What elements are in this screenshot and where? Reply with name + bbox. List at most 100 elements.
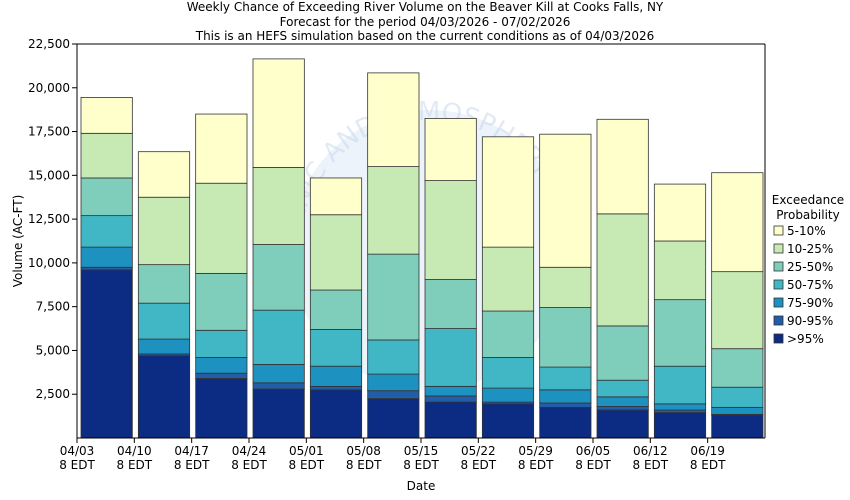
bar-segment-25-50pct xyxy=(367,253,420,341)
y-tick-label: 5,000 xyxy=(36,343,70,357)
bar-segment-25-50pct xyxy=(653,299,707,367)
bar-segment-75-90pct xyxy=(195,357,248,374)
axes: 2,500 5,000 7,500 10,000 12,500 15,000 17,500 2… xyxy=(11,37,766,493)
bar-segment-75-90pct xyxy=(653,403,707,411)
bar-segment-gt95pct xyxy=(309,389,363,439)
x-tick-label-time: 8 EDT xyxy=(690,458,726,472)
x-tick-label-time: 8 EDT xyxy=(461,458,497,472)
bar-segment-5-10pct xyxy=(711,172,764,273)
y-tick-label: 17,500 xyxy=(28,125,70,139)
bar-segment-5-10pct xyxy=(481,136,535,248)
y-tick-label: 15,000 xyxy=(28,168,70,182)
bar-segment-50-75pct xyxy=(367,339,420,375)
bar-segment-50-75pct xyxy=(711,386,764,408)
bar-week-06-19 xyxy=(711,172,764,439)
x-tick-label-time: 8 EDT xyxy=(518,458,554,472)
bar-segment-5-10pct xyxy=(367,72,420,167)
bar-segment-gt95pct xyxy=(653,412,707,439)
bar-week-05-08 xyxy=(367,72,420,439)
bar-week-04-17 xyxy=(195,113,248,439)
x-tick-label-time: 8 EDT xyxy=(174,458,210,472)
bar-week-06-05 xyxy=(596,118,649,439)
bar-week-05-15 xyxy=(424,118,477,439)
bar-segment-90-95pct xyxy=(539,402,592,408)
bar-segment-10-25pct xyxy=(309,214,363,291)
legend-label: 50-75% xyxy=(787,278,833,292)
bar-segment-10-25pct xyxy=(711,271,764,350)
bar-segment-gt95pct xyxy=(80,269,133,439)
y-tick-label: 20,000 xyxy=(28,81,70,95)
x-tick-label-date: 06/05 xyxy=(576,444,611,458)
x-tick-label-date: 05/08 xyxy=(346,444,381,458)
bar-segment-25-50pct xyxy=(80,177,133,217)
bar-segment-5-10pct xyxy=(195,113,248,184)
x-tick-label-date: 05/29 xyxy=(518,444,553,458)
bar-week-04-10 xyxy=(137,151,191,439)
x-tick-label-date: 04/03 xyxy=(60,444,95,458)
bar-segment-75-90pct xyxy=(309,365,363,387)
bar-week-05-22 xyxy=(481,136,535,439)
bar-segment-90-95pct xyxy=(424,395,477,403)
bar-segment-75-90pct xyxy=(80,246,133,268)
bar-segment-50-75pct xyxy=(252,309,305,365)
bar-segment-50-75pct xyxy=(137,302,191,340)
bar-segment-5-10pct xyxy=(596,118,649,215)
bar-segment-75-90pct xyxy=(424,385,477,397)
y-tick-label: 22,500 xyxy=(28,37,70,51)
legend-title: Probability xyxy=(776,208,839,222)
x-tick-label-date: 04/10 xyxy=(117,444,152,458)
bar-segment-5-10pct xyxy=(539,133,592,268)
bar-segment-gt95pct xyxy=(367,398,420,439)
x-tick-label-time: 8 EDT xyxy=(403,458,439,472)
legend-label: 25-50% xyxy=(787,260,833,274)
bar-segment-gt95pct xyxy=(711,414,764,439)
bar-segment-50-75pct xyxy=(424,328,477,387)
x-tick-label-time: 8 EDT xyxy=(231,458,267,472)
y-tick-label: 7,500 xyxy=(36,300,70,314)
x-tick-label-time: 8 EDT xyxy=(289,458,325,472)
bar-segment-10-25pct xyxy=(80,132,133,179)
legend-title: Exceedance xyxy=(772,193,844,207)
x-tick-label-time: 8 EDT xyxy=(117,458,153,472)
x-tick-label-time: 8 EDT xyxy=(346,458,382,472)
bar-segment-gt95pct xyxy=(252,388,305,439)
x-tick-label-time: 8 EDT xyxy=(575,458,611,472)
bar-segment-25-50pct xyxy=(539,307,592,368)
x-tick-label-date: 05/01 xyxy=(289,444,324,458)
bar-segment-10-25pct xyxy=(137,196,191,266)
bar-segment-90-95pct xyxy=(309,385,363,391)
bar-segment-10-25pct xyxy=(653,240,707,301)
bar-segment-25-50pct xyxy=(711,348,764,388)
bar-segment-75-90pct xyxy=(137,338,191,355)
bar-segment-5-10pct xyxy=(653,183,707,242)
legend-swatch xyxy=(773,225,784,236)
legend-label: 10-25% xyxy=(787,242,833,256)
bar-segment-5-10pct xyxy=(424,118,477,181)
bar-segment-gt95pct xyxy=(596,409,649,439)
bar-week-04-03 xyxy=(80,97,133,439)
bars xyxy=(80,58,764,439)
x-tick-label-time: 8 EDT xyxy=(59,458,95,472)
bar-segment-gt95pct xyxy=(137,355,191,439)
legend-swatch xyxy=(773,261,784,272)
x-tick-label-date: 05/15 xyxy=(404,444,439,458)
y-tick-label: 12,500 xyxy=(28,212,70,226)
bar-segment-gt95pct xyxy=(539,406,592,439)
legend-swatch xyxy=(773,297,784,308)
bar-segment-10-25pct xyxy=(195,182,248,274)
bar-segment-75-90pct xyxy=(481,387,535,403)
bar-segment-5-10pct xyxy=(309,177,363,216)
y-tick-label: 10,000 xyxy=(28,256,70,270)
legend-swatch xyxy=(773,315,784,326)
bar-segment-90-95pct xyxy=(596,406,649,411)
bar-segment-gt95pct xyxy=(195,378,248,439)
chart-subtitle-period: Forecast for the period 04/03/2026 - 07/… xyxy=(279,14,571,29)
bar-week-05-01 xyxy=(309,177,363,439)
bar-segment-75-90pct xyxy=(596,396,649,407)
bar-segment-25-50pct xyxy=(195,272,248,331)
bar-segment-50-75pct xyxy=(195,329,248,358)
bar-segment-10-25pct xyxy=(252,167,305,245)
bar-segment-50-75pct xyxy=(653,365,707,405)
x-tick-label-date: 04/17 xyxy=(174,444,209,458)
